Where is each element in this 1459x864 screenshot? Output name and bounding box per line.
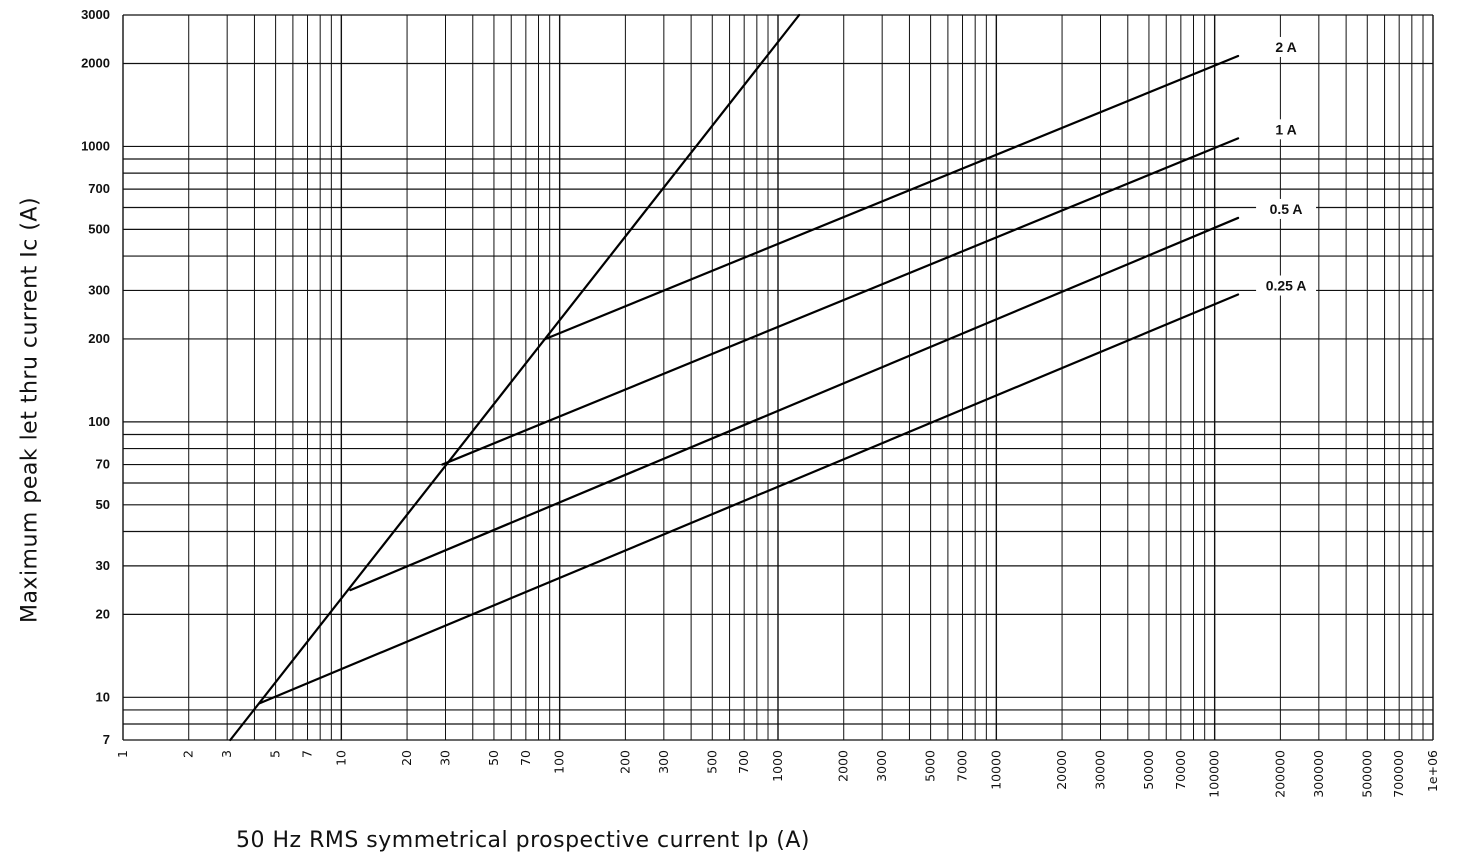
y-tick-label: 700 — [88, 181, 110, 196]
x-tick-label: 7000 — [955, 750, 970, 782]
y-tick-labels: 7 10 20 30 50 70 100 200 300 500 700 1000 2000 3000 — [81, 7, 110, 747]
y-tick-label: 100 — [88, 414, 110, 429]
x-tick-label: 300000 — [1311, 750, 1326, 798]
x-tick-label: 5000 — [923, 750, 938, 782]
y-axis-label: Maximum peak let thru current Ic (A) — [17, 196, 43, 624]
y-tick-label: 20 — [96, 606, 110, 621]
y-tick-label: 30 — [96, 558, 110, 573]
x-tick-label: 700 — [736, 750, 751, 774]
series-label: 0.25 A — [1266, 278, 1307, 294]
series-line — [544, 54, 1240, 341]
x-tick-label: 200000 — [1272, 750, 1287, 798]
x-tick-label: 1000 — [770, 750, 785, 782]
x-tick-label: 30 — [438, 750, 453, 766]
series-label-background — [1256, 275, 1317, 296]
series-labels: 2 A 1 A 0.5 A 0.25 A — [1256, 36, 1317, 296]
series-label: 2 A — [1275, 39, 1296, 55]
x-tick-label: 50 — [486, 750, 501, 766]
x-tick-label: 1e+06 — [1425, 750, 1440, 792]
y-tick-label: 1000 — [81, 138, 110, 153]
x-tick-label: 500 — [704, 750, 719, 774]
y-tick-label: 2000 — [81, 56, 110, 71]
series-line — [441, 137, 1240, 466]
series-label-background — [1256, 119, 1317, 140]
y-tick-label: 200 — [88, 331, 110, 346]
x-tick-label: 100 — [552, 750, 567, 774]
x-tick-label: 200 — [617, 750, 632, 774]
x-tick-label: 70000 — [1173, 750, 1188, 790]
x-tick-labels: 1 2 3 5 7 10 20 30 50 70 100 200 300 500 700 1000 2000 30… — [115, 750, 1440, 798]
series-label-background — [1256, 198, 1317, 219]
x-tick-label: 2000 — [836, 750, 851, 782]
y-tick-label: 7 — [103, 732, 110, 747]
y-tick-label: 50 — [96, 497, 110, 512]
x-tick-label: 10000 — [988, 750, 1003, 790]
x-tick-label: 2 — [181, 750, 196, 758]
series-label-background — [1256, 36, 1317, 57]
series-line — [349, 216, 1240, 592]
y-tick-label: 300 — [88, 282, 110, 297]
x-tick-label: 70 — [518, 750, 533, 766]
x-tick-label: 50000 — [1141, 750, 1156, 790]
y-tick-label: 3000 — [81, 7, 110, 22]
x-tick-label: 5 — [268, 750, 283, 758]
series-line — [257, 293, 1240, 705]
y-tick-label: 70 — [96, 457, 110, 472]
x-axis-label: 50 Hz RMS symmetrical prospective curren… — [236, 828, 810, 853]
x-tick-label: 7 — [300, 750, 315, 758]
series-label: 0.5 A — [1270, 201, 1303, 217]
x-tick-label: 300 — [656, 750, 671, 774]
x-tick-label: 1 — [115, 750, 130, 758]
x-tick-label: 10 — [333, 750, 348, 766]
x-tick-label: 700000 — [1391, 750, 1406, 798]
x-tick-label: 3000 — [874, 750, 889, 782]
x-tick-label: 20000 — [1054, 750, 1069, 790]
x-tick-label: 500000 — [1359, 750, 1374, 798]
grid-lines — [122, 14, 1434, 741]
y-tick-label: 500 — [88, 221, 110, 236]
x-tick-label: 100000 — [1207, 750, 1222, 798]
x-tick-label: 20 — [399, 750, 414, 766]
x-tick-label: 30000 — [1093, 750, 1108, 790]
y-tick-label: 10 — [96, 689, 110, 704]
series-label: 1 A — [1275, 121, 1296, 137]
x-tick-label: 3 — [219, 750, 234, 758]
diagonal-limit-line — [229, 13, 801, 742]
series-curves — [229, 13, 1240, 742]
